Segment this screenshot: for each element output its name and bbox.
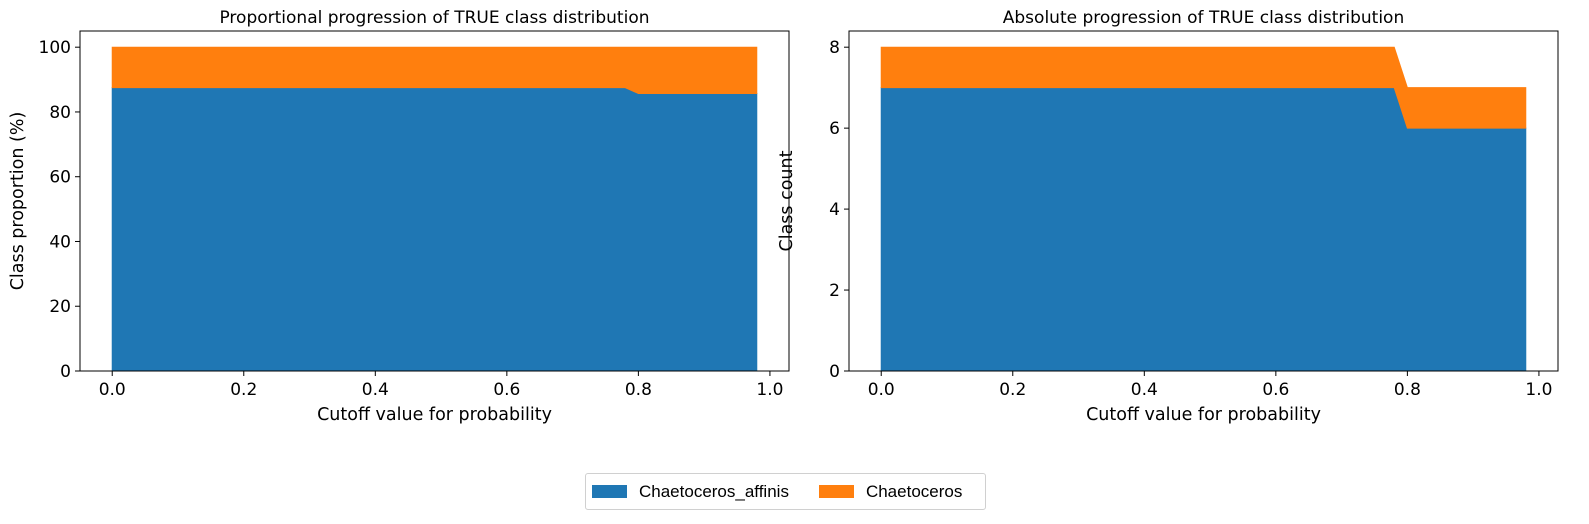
legend-item-chaetoceros-affinis: Chaetoceros_affinis — [592, 482, 789, 502]
x-tick-label: 0.0 — [99, 380, 126, 400]
y-tick-label: 20 — [49, 297, 71, 317]
proportional-chart-panel: 0.0 0.2 0.4 0.6 0.8 1.0 0 20 40 60 80 100 Proportion… — [8, 8, 790, 425]
legend-label: Chaetoceros_affinis — [639, 481, 789, 501]
x-tick-label: 0.8 — [625, 380, 652, 400]
area-series-chaetoceros — [880, 46, 1527, 129]
area-series-chaetoceros-affinis — [880, 87, 1527, 372]
area-series-chaetoceros-affinis — [111, 87, 758, 372]
y-tick-label: 8 — [829, 38, 840, 58]
chart-title: Absolute progression of TRUE class distr… — [1003, 8, 1404, 28]
absolute-chart-panel: 0.0 0.2 0.4 0.6 0.8 1.0 0 2 4 6 8 Absolute progress… — [777, 8, 1559, 425]
x-axis-label: Cutoff value for probability — [1086, 405, 1321, 425]
legend-swatch-chaetoceros — [818, 485, 854, 498]
x-tick-label: 1.0 — [1525, 380, 1552, 400]
chart-title: Proportional progression of TRUE class d… — [219, 8, 649, 28]
y-axis-label: Class proportion (%) — [8, 112, 28, 291]
y-tick-label: 60 — [49, 168, 71, 188]
y-tick-label: 80 — [49, 103, 71, 123]
y-tick-label: 0 — [829, 362, 840, 382]
area-series-chaetoceros — [111, 46, 758, 94]
x-tick-label: 0.6 — [1262, 380, 1289, 400]
x-tick-label: 0.6 — [493, 380, 520, 400]
x-tick-label: 1.0 — [756, 380, 783, 400]
x-axis-label: Cutoff value for probability — [317, 405, 552, 425]
y-tick-label: 0 — [60, 362, 71, 382]
x-tick-label: 0.2 — [230, 380, 257, 400]
y-tick-label: 6 — [829, 119, 840, 139]
y-tick-label: 40 — [49, 232, 71, 252]
y-tick-label: 100 — [39, 38, 71, 58]
y-tick-label: 4 — [829, 200, 840, 220]
x-tick-label: 0.4 — [1131, 380, 1158, 400]
axes-frame — [848, 30, 1559, 372]
legend-swatch-chaetoceros-affinis — [592, 485, 627, 498]
x-tick-label: 0.4 — [362, 380, 389, 400]
y-axis-label: Class count — [777, 150, 797, 251]
x-tick-label: 0.0 — [868, 380, 895, 400]
legend: Chaetoceros_affinis Chaetoceros — [585, 473, 986, 510]
legend-label: Chaetoceros — [865, 481, 963, 501]
x-tick-label: 0.8 — [1394, 380, 1421, 400]
legend-item-chaetoceros: Chaetoceros — [818, 481, 963, 502]
y-tick-label: 2 — [829, 281, 840, 301]
x-tick-label: 0.2 — [999, 380, 1026, 400]
axes-frame — [79, 30, 790, 372]
